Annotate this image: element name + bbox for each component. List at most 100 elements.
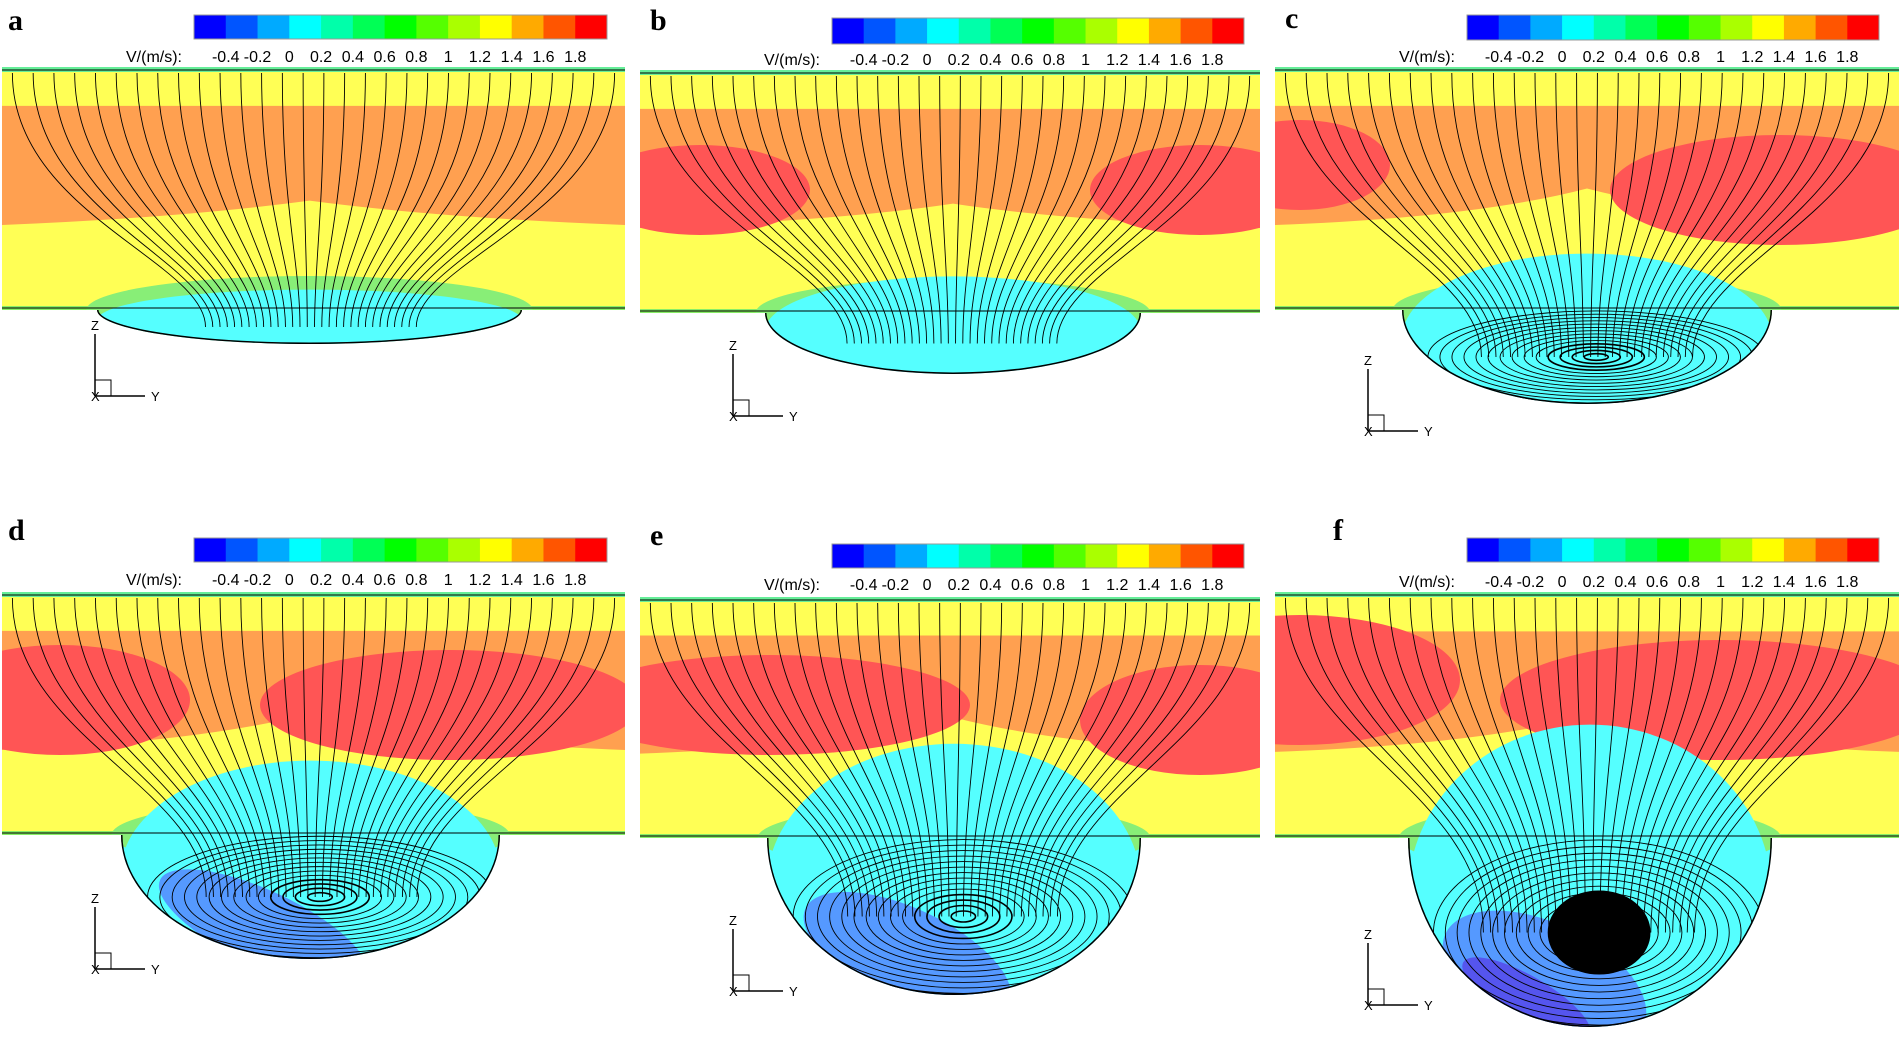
colorbar-tick-label: 0.8 (1678, 49, 1700, 66)
streamline (136, 72, 250, 328)
streamline (1628, 597, 1702, 933)
colorbar-tick-label: 1 (444, 572, 453, 589)
streamline (11, 72, 206, 328)
colorbar-swatch (1752, 538, 1785, 562)
colorbar-swatch (1085, 544, 1118, 568)
vortex-streamline (1499, 330, 1693, 384)
streamline (302, 597, 309, 898)
streamline (1035, 602, 1189, 917)
colorbar-tick-label: 1.8 (1201, 52, 1223, 69)
streamline (1057, 602, 1251, 917)
colorbar-swatch (1117, 18, 1150, 44)
streamline (415, 72, 616, 328)
colorbar-tick-label: 1.8 (564, 572, 586, 589)
vortex-streamline (1571, 349, 1622, 365)
colorbar-swatch (1657, 15, 1690, 40)
colorbar-tick-label: 0.4 (342, 49, 364, 66)
vortex-streamline (865, 872, 1062, 961)
y-axis-label: Y (1424, 424, 1433, 439)
streamline (343, 72, 408, 328)
streamline (691, 602, 863, 917)
colorbar-tick-label: 1.8 (1836, 49, 1858, 66)
streamline (401, 597, 574, 898)
streamline (336, 597, 387, 898)
high-velocity-region (640, 655, 970, 755)
colorbar-tick-label: 1.2 (1106, 577, 1128, 594)
streamline (969, 75, 1003, 344)
colorbar-swatch (1180, 544, 1213, 568)
colorbar-swatch (927, 544, 960, 568)
z-axis-label: Z (729, 913, 737, 928)
colorbar-swatch (1498, 538, 1531, 562)
velocity-contour-field (1275, 67, 1899, 404)
colorbar-tick-label: 0.2 (1583, 49, 1605, 66)
velocity-contour-field (2, 592, 625, 959)
panel-a: a V/(m/s): -0.4 -0.2 0 0.2 0.4 0.6 0.8 1 1.2 1.4 1.6… (2, 4, 625, 404)
vortex-streamline (1504, 879, 1695, 986)
colorbar-swatch (927, 18, 960, 44)
streamline (1555, 597, 1579, 933)
streamline (918, 75, 942, 344)
colorbar-swatch (511, 15, 544, 39)
vortex-streamline (171, 844, 469, 950)
panel-c: c V/(m/s): -0.4 -0.2 0 0.2 0.4 0.6 0.8 1 1.2 1.4 1.6… (1275, 2, 1899, 439)
colorbar-tick-label: 1 (1716, 49, 1725, 66)
streamline (1684, 72, 1869, 358)
colorbar-swatch (958, 18, 991, 44)
colorbar-tick-label: 0.2 (948, 577, 970, 594)
panel-label: d (8, 514, 25, 547)
streamline (198, 597, 273, 898)
streamline (1633, 72, 1723, 358)
colorbar-swatch (1720, 538, 1753, 562)
vortex-streamline (1523, 336, 1669, 378)
axis-triad: Z Y X (729, 913, 798, 999)
colorbar-tick-label: 1.4 (501, 572, 523, 589)
streamline (240, 72, 286, 328)
streamline (1576, 72, 1584, 358)
vortex-streamline (257, 874, 383, 920)
colorbar-tick-label: 0.6 (373, 572, 395, 589)
streamline (1472, 597, 1550, 933)
streamlines (2, 69, 625, 344)
y-axis-label: Y (789, 409, 798, 424)
streamline (1388, 597, 1521, 933)
streamline (835, 602, 914, 917)
panel-f: f V/(m/s): -0.4 -0.2 0 0.2 0.4 0.6 0.8 1 1.2 1.4 1.6… (1275, 514, 1899, 1027)
colorbar-swatch (352, 15, 386, 39)
colorbar-swatch (895, 544, 928, 568)
colorbar-swatch (1752, 15, 1785, 40)
colorbar-tick-label: 0.6 (1011, 52, 1033, 69)
streamline (198, 72, 272, 328)
colorbar-swatch (1467, 15, 1500, 40)
colorbar-label: V/(m/s): (1399, 49, 1455, 66)
colorbar-tick-label: 0.4 (979, 577, 1001, 594)
streamline (939, 75, 949, 344)
x-axis-label: X (729, 984, 738, 999)
axis-triad: Z Y X (1364, 927, 1433, 1013)
x-axis-label: X (729, 409, 738, 424)
streamline (794, 602, 899, 917)
colorbar-swatch (194, 15, 227, 39)
streamline (1041, 75, 1209, 344)
streamline (1472, 72, 1548, 358)
colorbar-tick-label: 0.8 (1043, 577, 1065, 594)
streamline (1049, 75, 1230, 344)
streamline (963, 602, 982, 917)
vortex-streamline (841, 861, 1086, 972)
vortex-streamline (233, 866, 407, 928)
streamline (1641, 72, 1744, 358)
colorbar-tick-label: -0.2 (1517, 49, 1545, 66)
colorbar-swatch (1657, 538, 1690, 562)
streamline (991, 602, 1065, 917)
vortex-streamline (829, 855, 1098, 978)
vortex-streamline (220, 861, 419, 933)
streamline (1621, 597, 1682, 933)
streamline (1670, 72, 1827, 358)
streamline (386, 72, 532, 328)
colorbar-label: V/(m/s): (126, 49, 182, 66)
streamline (1626, 72, 1702, 358)
vortex-streamline (1463, 320, 1729, 394)
velocity-contour-field (1275, 592, 1899, 1027)
streamline (815, 602, 907, 917)
streamline (1590, 72, 1598, 358)
